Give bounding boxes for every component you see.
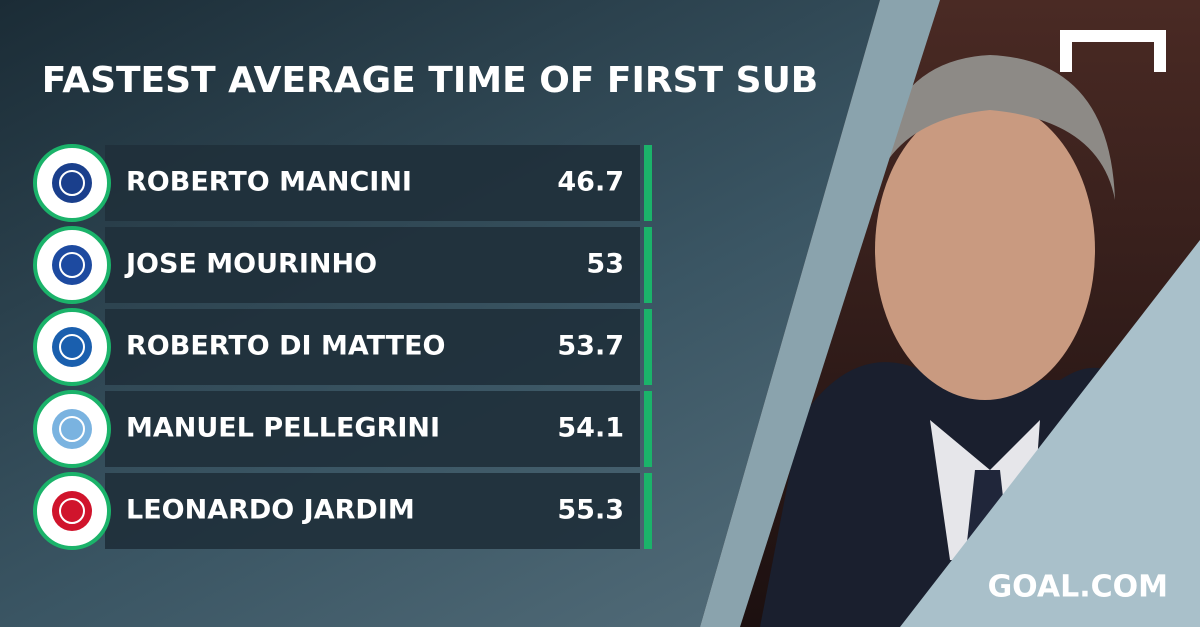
row-accent (644, 227, 652, 303)
manager-name: ROBERTO MANCINI (126, 167, 412, 198)
club-crest-ring (59, 498, 85, 524)
club-crest (52, 163, 92, 203)
diagonal-stripe (700, 0, 940, 627)
club-crest (52, 327, 92, 367)
avg-sub-time: 53 (586, 249, 624, 280)
row-bar (105, 227, 640, 303)
light-panel (900, 240, 1200, 627)
row-accent (644, 145, 652, 221)
title: FASTEST AVERAGE TIME OF FIRST SUB (42, 60, 819, 101)
row-accent (644, 309, 652, 385)
manager-name: ROBERTO DI MATTEO (126, 331, 446, 362)
club-crest (52, 409, 92, 449)
brand: GOAL.COM (988, 570, 1168, 605)
manager-name: MANUEL PELLEGRINI (126, 413, 440, 444)
row-accent (644, 473, 652, 549)
club-crest-ring (59, 252, 85, 278)
club-crest (52, 245, 92, 285)
manager-name: JOSE MOURINHO (124, 249, 377, 280)
club-crest-ring (59, 170, 85, 196)
row-bar (105, 145, 640, 221)
manager-name: LEONARDO JARDIM (126, 495, 415, 526)
avg-sub-time: 46.7 (557, 167, 624, 198)
club-crest (52, 491, 92, 531)
avg-sub-time: 53.7 (557, 331, 624, 362)
avg-sub-time: 55.3 (557, 495, 624, 526)
row-bar (105, 473, 640, 549)
club-crest-ring (59, 334, 85, 360)
goal-logo (1060, 30, 1166, 72)
avg-sub-time: 54.1 (557, 413, 624, 444)
row-bar (105, 309, 640, 385)
club-crest-ring (59, 416, 85, 442)
row-accent (644, 391, 652, 467)
row-bar (105, 391, 640, 467)
